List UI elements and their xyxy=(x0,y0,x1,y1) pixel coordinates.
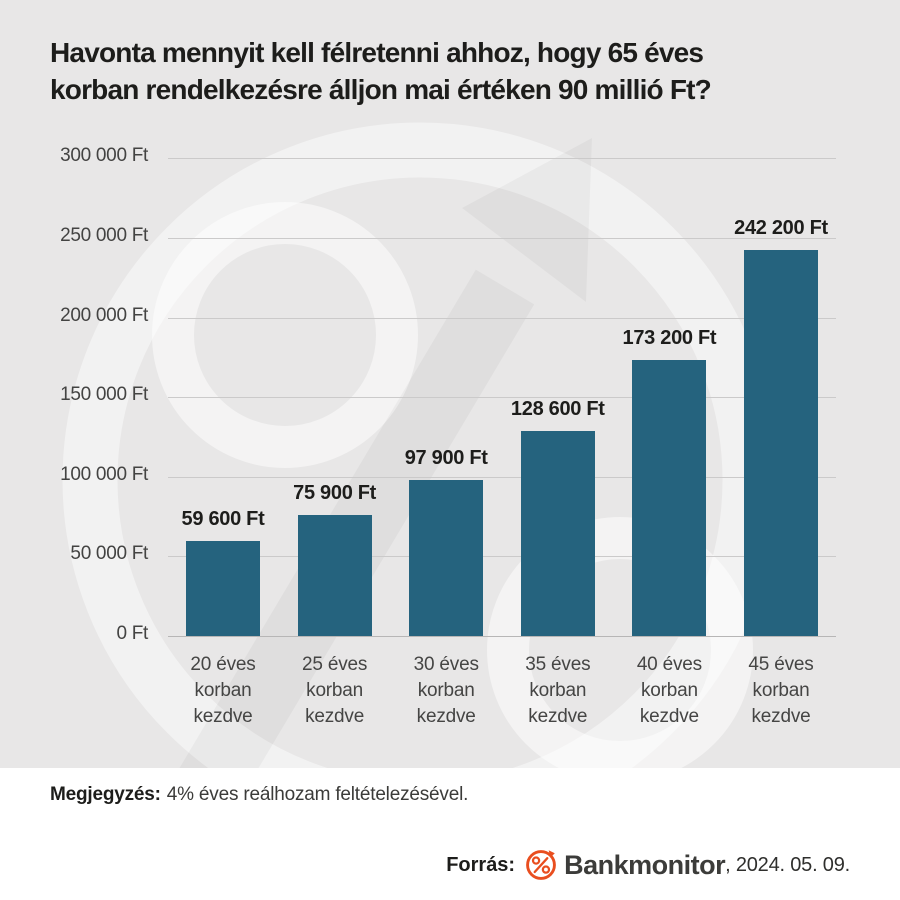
bar-value-label: 242 200 Ft xyxy=(734,217,828,240)
x-axis-category-line: kezdve xyxy=(193,706,253,727)
y-axis-tick-label: 300 000 Ft xyxy=(60,145,148,167)
bar xyxy=(520,431,595,636)
x-axis-category-line: korban xyxy=(306,680,364,701)
bar-value-label: 75 900 Ft xyxy=(293,482,377,505)
x-axis-category-line: korban xyxy=(529,680,587,701)
x-axis-category-line: kezdve xyxy=(305,706,365,727)
x-axis-category-line: korban xyxy=(417,680,475,701)
gridline xyxy=(168,238,836,239)
footnote-text: 4% éves reálhozam feltételezésével. xyxy=(166,784,469,805)
brand-name: Bankmonitor xyxy=(564,849,726,880)
source-line: Forrás: Bankmonitor , 2024. 05. 09. xyxy=(446,848,850,882)
bar xyxy=(744,250,818,636)
bar-value-label: 173 200 Ft xyxy=(622,327,717,350)
chart-canvas: Havonta mennyit kell félretenni ahhoz, h… xyxy=(0,0,900,768)
bar-value-label: 128 600 Ft xyxy=(510,398,605,421)
x-axis-category-line: 30 éves xyxy=(413,654,479,675)
source-date: , 2024. 05. 09. xyxy=(725,853,850,876)
source-label: Forrás: xyxy=(446,853,516,876)
x-axis-category-line: 40 éves xyxy=(636,654,702,675)
x-axis-category-line: korban xyxy=(194,680,252,701)
footnote: Megjegyzés: 4% éves reálhozam feltételezé… xyxy=(50,784,468,806)
bar xyxy=(297,515,372,636)
gridline xyxy=(168,636,836,637)
bar-chart-plot-area: 0 Ft 50 000 Ft 100 000 Ft 150 000 Ft 200 000… xyxy=(60,145,846,730)
footer: Megjegyzés: 4% éves reálhozam feltételezé… xyxy=(0,768,900,900)
gridline xyxy=(168,476,836,478)
x-axis-category-line: kezdve xyxy=(751,706,811,727)
bar-value-label: 97 900 Ft xyxy=(404,447,488,470)
y-axis-tick-label: 0 Ft xyxy=(116,623,148,644)
y-axis-tick-label: 150 000 Ft xyxy=(60,384,148,406)
x-axis-category-line: kezdve xyxy=(416,706,476,727)
gridline xyxy=(168,317,836,319)
bar xyxy=(186,541,260,636)
percent-circle-arrow-icon xyxy=(526,850,556,880)
x-axis-category-line: kezdve xyxy=(639,706,699,727)
chart-title-line-2: korban rendelkezésre álljon mai értéken … xyxy=(50,74,712,105)
x-axis-category-label: 30 éves korban kezdve xyxy=(381,652,511,730)
gridline xyxy=(168,397,836,399)
bar xyxy=(632,360,707,636)
x-axis-category-line: korban xyxy=(640,680,698,701)
y-axis-tick-label: 50 000 Ft xyxy=(70,543,148,565)
x-axis-category-label: 45 éves korban kezdve xyxy=(716,652,846,730)
x-axis-category-label: 20 éves korban kezdve xyxy=(158,652,288,730)
bar-value-label: 59 600 Ft xyxy=(181,508,265,531)
x-axis-category-line: 25 éves xyxy=(302,654,368,675)
x-axis-category-label: 25 éves korban kezdve xyxy=(270,652,400,730)
footnote-label: Megjegyzés: xyxy=(50,784,161,805)
x-axis-category-line: 45 éves xyxy=(748,654,814,675)
x-axis-category-line: 35 éves xyxy=(525,654,591,675)
x-axis-category-line: kezdve xyxy=(528,706,588,727)
bar xyxy=(409,480,484,636)
x-axis-category-line: korban xyxy=(752,680,810,701)
gridline xyxy=(168,556,836,558)
y-axis-tick-label: 200 000 Ft xyxy=(60,304,148,326)
chart-title-line-1: Havonta mennyit kell félretenni ahhoz, h… xyxy=(50,37,704,68)
x-axis-category-line: 20 éves xyxy=(190,654,256,675)
x-axis-category-label: 40 éves korban kezdve xyxy=(604,652,734,730)
gridline xyxy=(168,158,836,160)
x-axis-category-label: 35 éves korban kezdve xyxy=(493,652,623,730)
y-axis-tick-label: 100 000 Ft xyxy=(60,463,148,485)
y-axis-tick-label: 250 000 Ft xyxy=(60,225,148,246)
chart-title: Havonta mennyit kell félretenni ahhoz, h… xyxy=(50,34,712,108)
